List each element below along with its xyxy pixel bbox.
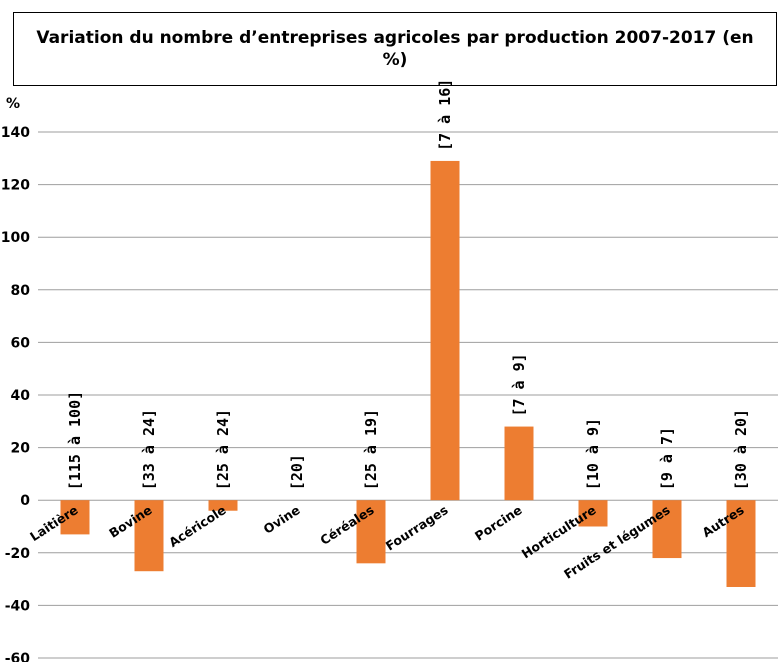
y-tick-label: -40 [5, 598, 31, 614]
gridlines [38, 131, 778, 659]
category-label: Fourrages [383, 502, 451, 553]
data-labels: [115 à 100] [33 à 24] [25 à 24] [20] [25 à 1… [66, 79, 750, 491]
category-label: Porcine [472, 502, 525, 543]
y-tick-label: 140 [1, 125, 30, 141]
y-tick-label: 20 [11, 441, 31, 457]
y-axis-label: % [6, 96, 20, 112]
data-label: [10 à 9] [584, 418, 602, 490]
bars [60, 160, 756, 587]
data-label: [7 à 16] [436, 79, 454, 151]
y-tick-label: 80 [11, 283, 31, 299]
bar [504, 426, 534, 501]
bar [726, 500, 756, 587]
bar [60, 500, 90, 535]
bar [134, 500, 164, 572]
y-tick-label: 40 [11, 388, 31, 404]
y-tick-label: -20 [5, 546, 31, 562]
bar [578, 500, 608, 527]
bar [652, 500, 682, 559]
data-label: [115 à 100] [66, 391, 84, 490]
data-label: [9 à 7] [658, 427, 676, 490]
y-tick-labels: 140 120 100 80 60 40 20 0 -20 -40 -60 [1, 125, 30, 662]
category-label: Acéricole [166, 502, 228, 550]
y-tick-label: 120 [1, 178, 30, 194]
y-tick-label: 60 [11, 335, 31, 351]
data-label: [25 à 19] [362, 409, 380, 490]
y-tick-label: -60 [5, 651, 31, 662]
bar [430, 160, 460, 501]
data-label: [20] [288, 454, 306, 490]
chart-title: Variation du nombre d’entreprises agrico… [36, 28, 754, 70]
chart-title-box: Variation du nombre d’entreprises agrico… [13, 12, 777, 86]
data-label: [33 à 24] [140, 409, 158, 490]
y-tick-label: 100 [1, 230, 30, 246]
bar [356, 500, 386, 564]
data-label: [25 à 24] [214, 409, 232, 490]
y-tick-label: 0 [20, 493, 30, 509]
bar [208, 500, 238, 511]
data-label: [30 à 20] [732, 409, 750, 490]
data-label: [7 à 9] [510, 353, 528, 416]
category-label: Ovine [261, 502, 303, 537]
